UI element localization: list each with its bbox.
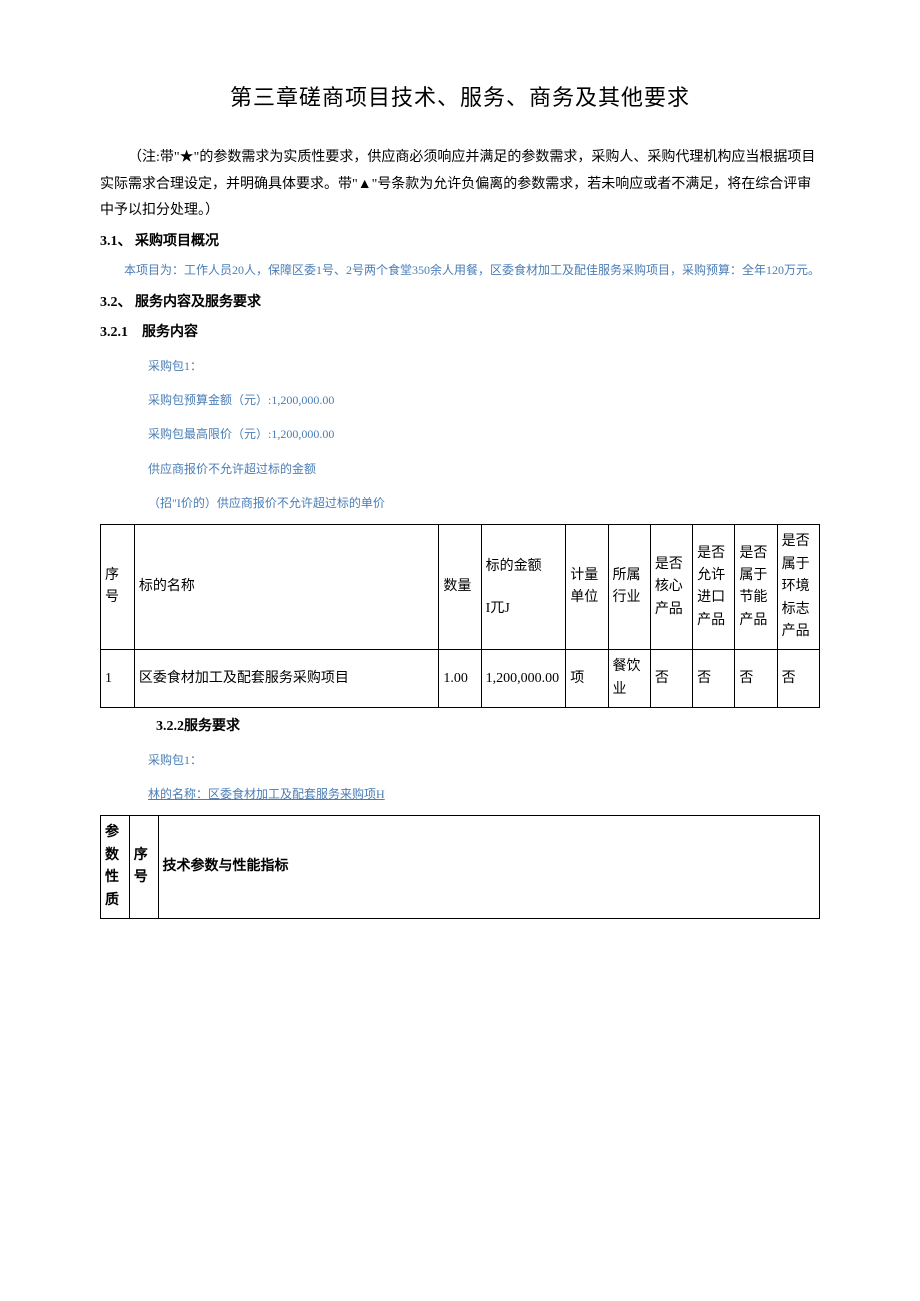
- th-qty: 数量: [439, 525, 481, 650]
- pkg-line-4: 供应商报价不允许超过标的金额: [148, 456, 820, 482]
- param-header-row: 参数性质 序号 技术参数与性能指标: [101, 816, 820, 919]
- th-param-seq: 序号: [129, 816, 158, 919]
- req-line-1: 采购包1：: [148, 747, 820, 773]
- section-3-2-2-header: 3.2.2服务要求: [156, 716, 820, 738]
- td-seq: 1: [101, 650, 135, 708]
- th-energy: 是否属于节能产品: [735, 525, 777, 650]
- td-env: 否: [777, 650, 819, 708]
- td-industry: 餐饮业: [608, 650, 650, 708]
- td-unit: 项: [566, 650, 608, 708]
- td-import: 否: [693, 650, 735, 708]
- td-name: 区委食材加工及配套服务采购项目: [134, 650, 439, 708]
- section-3-2-header: 3.2、 服务内容及服务要求: [100, 292, 820, 314]
- req-line-2: 林的名称：区委食材加工及配套服务来购项H: [148, 781, 820, 807]
- table-data-row: 1 区委食材加工及配套服务采购项目 1.00 1,200,000.00 项 餐饮…: [101, 650, 820, 708]
- th-seq: 序号: [101, 525, 135, 650]
- td-amount: 1,200,000.00: [481, 650, 566, 708]
- section-3-2-1-header: 3.2.1 服务内容: [100, 322, 820, 344]
- td-qty: 1.00: [439, 650, 481, 708]
- section-3-1-header: 3.1、 采购项目概况: [100, 231, 820, 253]
- table-header-row: 序号 标的名称 数量 标的金额 I兀J 计量单位 所属行业 是否核心产品 是否允…: [101, 525, 820, 650]
- pkg-line-1: 采购包1：: [148, 353, 820, 379]
- th-amount: 标的金额 I兀J: [481, 525, 566, 650]
- main-data-table: 序号 标的名称 数量 标的金额 I兀J 计量单位 所属行业 是否核心产品 是否允…: [100, 524, 820, 708]
- intro-paragraph: （注:带"★"的参数需求为实质性要求，供应商必须响应并满足的参数需求，采购人、采…: [100, 145, 820, 225]
- th-import: 是否允许进口产品: [693, 525, 735, 650]
- th-name: 标的名称: [134, 525, 439, 650]
- th-param-spec: 技术参数与性能指标: [158, 816, 820, 919]
- param-table: 参数性质 序号 技术参数与性能指标: [100, 815, 820, 919]
- td-energy: 否: [735, 650, 777, 708]
- chapter-title: 第三章磋商项目技术、服务、商务及其他要求: [100, 80, 820, 115]
- th-industry: 所属行业: [608, 525, 650, 650]
- pkg-line-3: 采购包最高限价（元）:1,200,000.00: [148, 421, 820, 447]
- th-unit: 计量单位: [566, 525, 608, 650]
- th-param-nature: 参数性质: [101, 816, 130, 919]
- pkg-line-5: （招"I价的）供应商报价不允许超过标的单价: [148, 490, 820, 516]
- pkg-line-2: 采购包预算金额（元）:1,200,000.00: [148, 387, 820, 413]
- th-env: 是否属于环境标志产品: [777, 525, 819, 650]
- td-core: 否: [650, 650, 692, 708]
- section-3-1-body: 本项目为：工作人员20人，保障区委1号、2号两个食堂350余人用餐，区委食材加工…: [124, 257, 820, 283]
- th-core: 是否核心产品: [650, 525, 692, 650]
